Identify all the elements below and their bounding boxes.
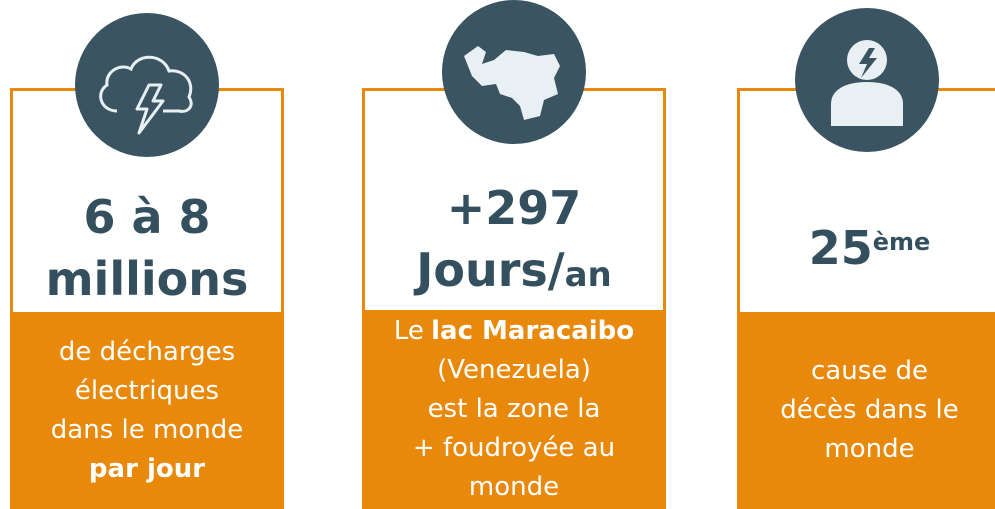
text-segment: ème [872,228,931,256]
text-line: de décharges [59,333,235,372]
headline: +297 Jours/an [365,166,663,316]
text-segment: monde [468,472,560,502]
text-segment: Le [393,316,424,346]
text-line: monde [469,468,559,507]
text-segment: par jour [88,453,206,484]
text-line: Le lac Maracaibo [394,312,634,351]
text-segment: Jours/ [416,242,565,297]
description: Le lac Maracaibo (Venezuela) est la zone la… [365,310,663,509]
text-line: Jours/an [416,239,612,306]
card: +297 Jours/an Le lac Maracaibo (Venezuela) e… [362,88,666,509]
card: 25ème cause de décès dans le monde [737,88,995,509]
cloud-icon [75,13,219,157]
person-icon [795,8,939,152]
text-line: cause de [811,352,928,391]
text-line: électriques [75,372,219,411]
text-segment: dans le monde [50,414,244,445]
map-icon [442,0,586,144]
text-segment: cause de [810,356,928,386]
text-line: + foudroyée au [413,429,615,468]
text-line: 6 à 8 [83,186,210,248]
text-line: 25ème [809,217,931,279]
text-line: (Venezuela) [437,351,591,390]
text-segment: 6 à 8 [83,190,211,244]
text-line: +297 [447,177,582,239]
text-segment: électriques [74,375,220,406]
text-segment: est la zone la [427,394,601,424]
text-segment: de décharges [58,336,236,367]
description: de décharges électriques dans le monde par … [13,312,281,509]
text-line: millions [46,248,249,310]
text-segment: 25 [808,221,873,275]
text-segment: an [564,254,612,295]
text-segment: (Venezuela) [437,355,591,385]
text-line: par jour [89,450,205,489]
text-line: est la zone la [428,390,601,429]
text-line: décès dans le [780,391,959,430]
text-segment: décès dans le [780,395,959,425]
text-segment: + foudroyée au [412,433,616,463]
headline: 25ème [740,173,995,323]
text-segment: monde [824,434,915,464]
text-segment: lac Maracaibo [431,316,635,346]
text-segment: +297 [446,180,582,235]
headline: 6 à 8 millions [13,173,281,323]
text-line: dans le monde [51,411,243,450]
text-segment: millions [45,252,249,306]
text-line: monde [824,430,914,469]
card: 6 à 8 millions de décharges électriques dan… [10,88,284,509]
description: cause de décès dans le monde [740,312,995,509]
